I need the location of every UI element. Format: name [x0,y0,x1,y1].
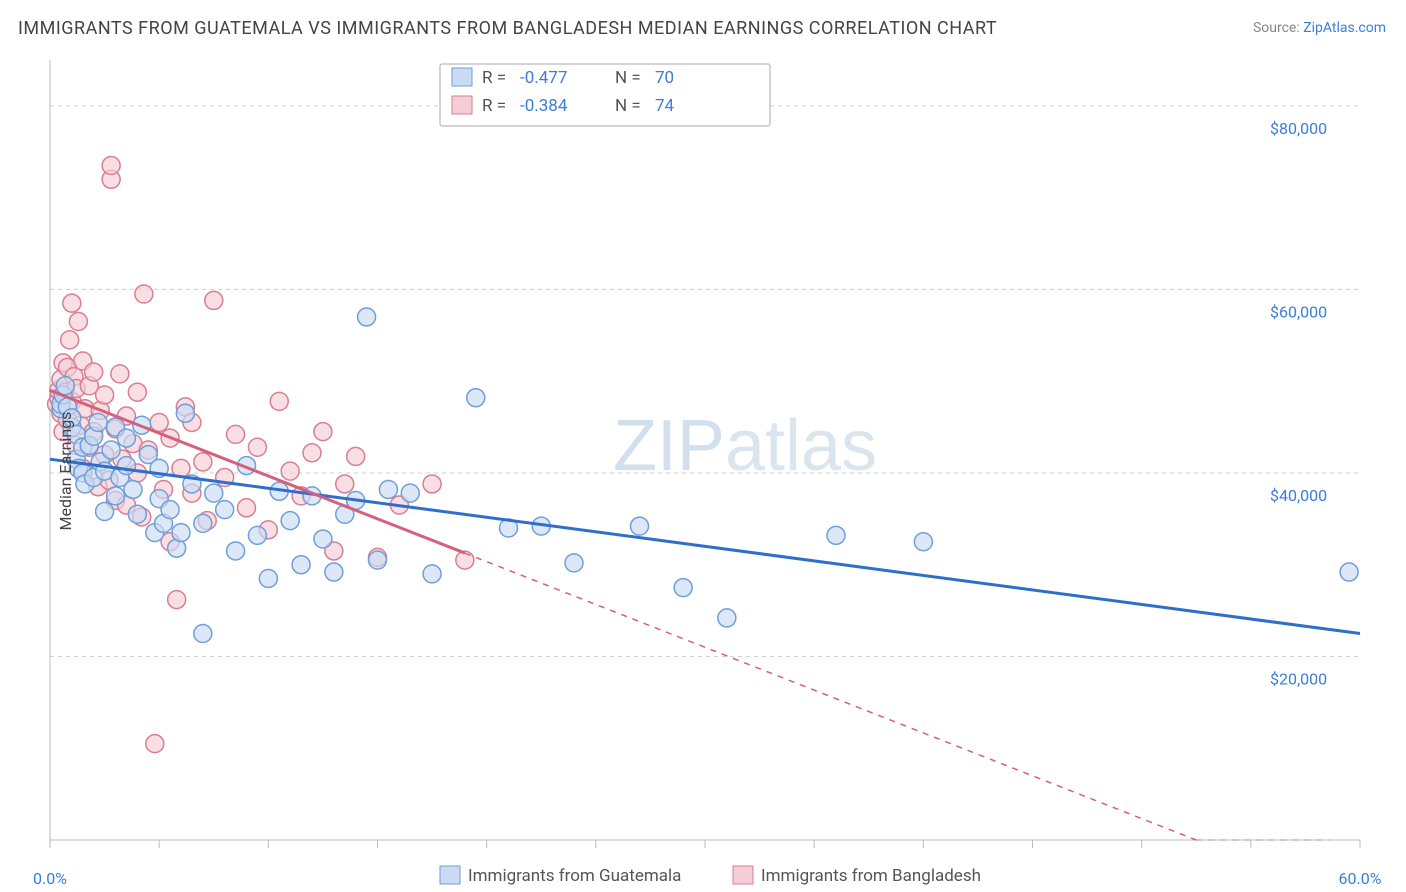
data-point [69,313,87,331]
data-point [259,569,277,587]
data-point [827,526,845,544]
x-tick-label: 0.0% [33,869,67,888]
legend-n-value: 70 [655,68,674,88]
data-point [205,484,223,502]
data-point [347,447,365,465]
legend-r-label: R = [482,68,506,88]
legend-swatch [733,866,753,884]
data-point [248,438,266,456]
data-point [96,386,114,404]
data-point [194,514,212,532]
data-point [89,413,107,431]
data-point [292,556,310,574]
chart-title: IMMIGRANTS FROM GUATEMALA VS IMMIGRANTS … [18,18,997,39]
data-point [194,625,212,643]
y-tick-label: $20,000 [1270,669,1327,688]
data-point [423,565,441,583]
data-point [111,365,129,383]
y-tick-label: $60,000 [1270,302,1327,321]
legend-swatch [452,68,472,86]
data-point [467,389,485,407]
data-point [631,517,649,535]
data-point [914,533,932,551]
data-point [369,551,387,569]
data-point [238,499,256,517]
data-point [128,505,146,523]
data-point [270,392,288,410]
data-point [358,308,376,326]
data-point [107,487,125,505]
legend-r-value: -0.384 [520,96,568,116]
data-point [102,441,120,459]
data-point [194,453,212,471]
legend-r-label: R = [482,96,506,116]
source-link[interactable]: ZipAtlas.com [1303,20,1386,36]
data-point [172,524,190,542]
y-tick-label: $80,000 [1270,119,1327,138]
data-point [61,331,79,349]
data-point [150,413,168,431]
data-point [161,501,179,519]
y-axis-label: Median Earnings [56,412,75,531]
data-point [168,591,186,609]
data-point [1340,563,1358,581]
series-legend-label: Immigrants from Bangladesh [761,866,981,886]
series-legend-label: Immigrants from Guatemala [468,866,681,886]
data-point [176,404,194,422]
data-point [124,480,142,498]
data-point [117,429,135,447]
x-tick-label: 60.0% [1339,869,1382,888]
data-point [117,457,135,475]
watermark: ZIPatlas [613,406,877,486]
data-point [63,294,81,312]
data-point [314,530,332,548]
source-prefix: Source: [1253,20,1303,36]
data-point [325,563,343,581]
legend-r-value: -0.477 [520,68,567,88]
legend-n-value: 74 [655,96,675,116]
data-point [718,609,736,627]
data-point [674,579,692,597]
data-point [248,526,266,544]
data-point [303,444,321,462]
data-point [128,383,146,401]
data-point [85,363,103,381]
data-point [227,542,245,560]
data-point [281,462,299,480]
data-point [146,735,164,753]
data-point [102,157,120,175]
data-point [423,475,441,493]
legend-swatch [440,866,460,884]
data-point [336,475,354,493]
data-point [565,554,583,572]
legend-n-label: N = [615,96,641,116]
data-point [401,484,419,502]
data-point [379,480,397,498]
data-point [281,512,299,530]
data-point [135,285,153,303]
scatter-chart: $20,000 $40,000 $60,000 $80,000 0.0% 60.0% ZIP… [0,50,1406,892]
legend-swatch [452,96,472,114]
data-point [216,501,234,519]
data-point [96,502,114,520]
legend-n-label: N = [615,68,641,88]
data-point [56,377,74,395]
data-point [227,425,245,443]
source-attribution: Source: ZipAtlas.com [1253,20,1386,36]
y-tick-label: $40,000 [1270,486,1327,505]
data-point [314,423,332,441]
chart-container: Median Earnings $20,000 $40,000 $60,000 $80… [0,50,1406,892]
data-point [205,291,223,309]
